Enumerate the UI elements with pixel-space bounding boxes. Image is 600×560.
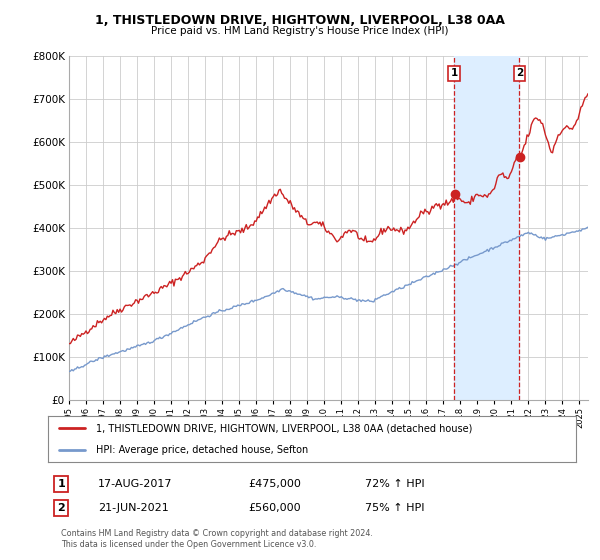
Text: Price paid vs. HM Land Registry's House Price Index (HPI): Price paid vs. HM Land Registry's House … — [151, 26, 449, 36]
Text: 1: 1 — [58, 479, 65, 489]
Bar — [454, 56, 520, 400]
Text: 75% ↑ HPI: 75% ↑ HPI — [365, 503, 424, 513]
Text: 1, THISTLEDOWN DRIVE, HIGHTOWN, LIVERPOOL, L38 0AA (detached house): 1, THISTLEDOWN DRIVE, HIGHTOWN, LIVERPOO… — [95, 423, 472, 433]
Text: 21-JUN-2021: 21-JUN-2021 — [98, 503, 169, 513]
Text: 1: 1 — [451, 68, 458, 78]
Text: 1, THISTLEDOWN DRIVE, HIGHTOWN, LIVERPOOL, L38 0AA: 1, THISTLEDOWN DRIVE, HIGHTOWN, LIVERPOO… — [95, 14, 505, 27]
Text: 2: 2 — [58, 503, 65, 513]
Text: 17-AUG-2017: 17-AUG-2017 — [98, 479, 173, 489]
Text: Contains HM Land Registry data © Crown copyright and database right 2024.
This d: Contains HM Land Registry data © Crown c… — [61, 529, 373, 549]
Text: 72% ↑ HPI: 72% ↑ HPI — [365, 479, 424, 489]
Text: 2: 2 — [516, 68, 523, 78]
Text: £475,000: £475,000 — [248, 479, 302, 489]
Text: HPI: Average price, detached house, Sefton: HPI: Average price, detached house, Seft… — [95, 445, 308, 455]
Text: £560,000: £560,000 — [248, 503, 301, 513]
